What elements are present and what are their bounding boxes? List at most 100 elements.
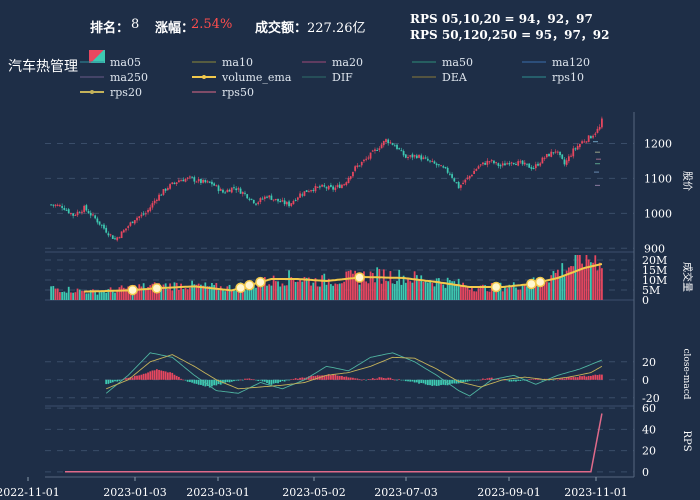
candle-body [550, 151, 553, 157]
candle-body [67, 209, 70, 214]
candle-body [570, 155, 572, 157]
candle-body [261, 198, 264, 200]
candle-body [332, 186, 334, 190]
candle-body [380, 144, 383, 149]
candle-body [259, 198, 262, 202]
macd-histogram-bar [541, 379, 544, 381]
candle-body [420, 155, 423, 160]
volume-bar [235, 290, 238, 300]
candle-body [228, 189, 231, 192]
candle-body [204, 179, 207, 183]
macd-histogram-bar [211, 379, 213, 387]
volume-bar [122, 287, 125, 300]
macd-histogram-bar [321, 375, 323, 380]
x-tick-label: 2023-11-01 [564, 486, 627, 499]
candle-body [341, 184, 343, 189]
macd-histogram-bar [583, 375, 586, 380]
candle-body [52, 204, 55, 206]
candle-body [528, 163, 531, 168]
macd-panel [105, 352, 603, 397]
volume-bar [294, 281, 297, 300]
volume-bar [65, 292, 68, 300]
candle-body [312, 189, 315, 191]
volume-bar [323, 273, 326, 300]
macd-histogram-bar [356, 378, 359, 380]
volume-bar [484, 285, 487, 300]
candle-body [543, 157, 546, 159]
macd-histogram-bar [142, 373, 145, 380]
volume-bar [400, 284, 403, 300]
macd-histogram-bar [530, 379, 533, 380]
volume-bar [316, 286, 319, 300]
macd-histogram-bar [334, 374, 337, 380]
macd-histogram-bar [215, 379, 218, 386]
macd-histogram-bar [587, 375, 590, 380]
candle-body [356, 165, 359, 167]
volume-bar [204, 282, 207, 300]
volume-bar [596, 270, 599, 300]
macd-histogram-bar [173, 374, 176, 380]
macd-histogram-bar [354, 378, 357, 380]
volume-bar [479, 285, 482, 300]
macd-histogram-bar [404, 379, 407, 382]
macd-histogram-bar [398, 379, 401, 380]
volume-bar [87, 293, 90, 300]
macd-histogram-bar [219, 379, 222, 385]
macd-histogram-bar [180, 378, 182, 380]
macd-histogram-bar [590, 375, 592, 380]
volume-bar [182, 289, 185, 300]
macd-histogram-bar [437, 379, 440, 386]
candle-body [171, 182, 174, 184]
macd-histogram-bar [338, 375, 341, 380]
candle-body [590, 136, 592, 139]
candle-body [296, 197, 299, 200]
volume-ema-line [84, 263, 603, 293]
volume-bar [285, 285, 288, 300]
volume-bar [583, 269, 586, 300]
volume-bar [601, 268, 603, 300]
candle-body [548, 153, 550, 157]
volume-bar [171, 290, 174, 300]
candle-body [89, 212, 92, 216]
candle-body [56, 204, 59, 206]
macd-histogram-bar [316, 375, 319, 380]
candle-body [424, 157, 427, 159]
volume-bar [56, 288, 59, 300]
volume-bar [574, 255, 577, 300]
candle-body [219, 189, 222, 191]
candle-body [482, 162, 484, 165]
macd-histogram-bar [294, 378, 297, 380]
macd-histogram-bar [567, 376, 570, 380]
candle-body [144, 213, 147, 215]
candle-body [155, 199, 158, 202]
chart-grid [45, 142, 634, 478]
macd-histogram-bar [281, 379, 284, 382]
candle-body [321, 184, 323, 187]
volume-bar [213, 284, 216, 300]
legend-label-volume_ema: volume_ema [221, 71, 292, 84]
volume-bar [431, 283, 434, 300]
volume-bar [169, 283, 171, 300]
candle-body [151, 203, 154, 208]
candle-body [460, 185, 462, 188]
volume-bar [283, 285, 286, 300]
candle-body [131, 221, 134, 224]
price-axis-label: 股价 [681, 171, 693, 191]
candle-body [307, 191, 310, 193]
volume-bar [279, 286, 282, 300]
candle-body [316, 186, 319, 188]
volume-bar [444, 287, 447, 300]
candle-body [448, 173, 451, 175]
macd-histogram-bar [391, 379, 394, 380]
volume-bar [501, 291, 504, 300]
legend-label-DIF: DIF [332, 71, 353, 84]
volume-bar [257, 286, 260, 300]
macd-histogram-bar [158, 369, 160, 380]
legend-label-DEA: DEA [442, 71, 468, 84]
volume-bar [327, 278, 330, 300]
legend-swatch-dot [202, 75, 206, 79]
volume-bar [592, 262, 594, 300]
volume-bar [581, 263, 583, 300]
macd-histogram-bar [515, 379, 517, 382]
